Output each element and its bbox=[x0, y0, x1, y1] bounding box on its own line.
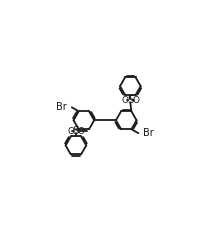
Text: O: O bbox=[67, 127, 74, 136]
Text: O: O bbox=[77, 127, 84, 136]
Text: Br: Br bbox=[142, 128, 153, 138]
Text: Br: Br bbox=[56, 102, 67, 112]
Text: S: S bbox=[126, 95, 133, 106]
Text: S: S bbox=[72, 126, 79, 136]
Text: O: O bbox=[132, 96, 139, 105]
Text: O: O bbox=[121, 96, 128, 105]
